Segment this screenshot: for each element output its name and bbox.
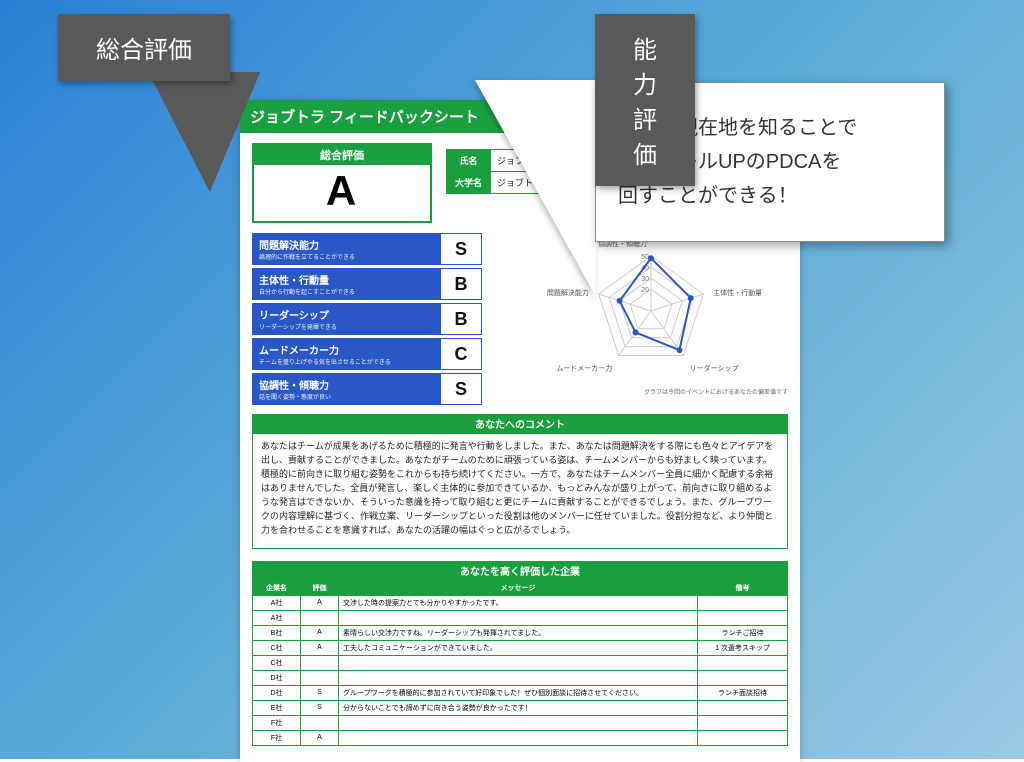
- table-row: A社: [253, 610, 788, 625]
- ability-left: 主体性・行動量自分から行動を起こすことができる: [253, 269, 441, 299]
- cell-msg: [339, 730, 698, 745]
- cell-grade: [301, 715, 339, 730]
- cell-grade: A: [301, 595, 339, 610]
- radar-footnote: グラフは今回のイベントにおけるあなたの偏差値です: [494, 387, 788, 396]
- cell-company: F社: [253, 730, 301, 745]
- table-row: F社A: [253, 730, 788, 745]
- callout-overall: 総合評価: [58, 14, 230, 81]
- ability-title: 問題解決能力: [259, 237, 435, 252]
- ability-desc: 論理的に作戦を立てることができる: [259, 252, 435, 261]
- comment-section: あなたへのコメント あなたはチームが成果をあげるために積極的に発言や行動をしまし…: [252, 414, 788, 549]
- ability-item: リーダーシップリーダーシップを発揮できるB: [252, 303, 482, 335]
- cell-note: [698, 730, 788, 745]
- ability-title: 協調性・傾聴力: [259, 377, 435, 392]
- svg-text:50: 50: [641, 254, 649, 261]
- cell-note: ランチご招待: [698, 625, 788, 640]
- cell-grade: A: [301, 730, 339, 745]
- company-eval-table: 企業名 評価 メッセージ 備考 A社A交渉した時の提案力とても分かりやすかったで…: [252, 580, 788, 746]
- svg-text:主体性・行動量: 主体性・行動量: [713, 288, 761, 297]
- cell-msg: 素晴らしい交渉力ですね。リーダーシップも発揮されてました。: [339, 625, 698, 640]
- cell-note: [698, 610, 788, 625]
- cell-note: [698, 700, 788, 715]
- comment-title: あなたへのコメント: [252, 414, 788, 433]
- cell-company: B社: [253, 625, 301, 640]
- comment-body: あなたはチームが成果をあげるために積極的に発言や行動をしました。また、あなたは問…: [252, 433, 788, 549]
- cell-note: ランチ面談招待: [698, 685, 788, 700]
- table-row: C社: [253, 655, 788, 670]
- company-eval-title: あなたを高く評価した企業: [252, 561, 788, 580]
- cell-msg: [339, 610, 698, 625]
- ability-desc: 話を聞く姿勢・態度が良い: [259, 392, 435, 401]
- ability-item: 協調性・傾聴力話を聞く姿勢・態度が良いS: [252, 373, 482, 405]
- col-msg: メッセージ: [339, 580, 698, 595]
- cell-msg: 工夫したコミュニケーションができていました。: [339, 640, 698, 655]
- table-row: C社A工夫したコミュニケーションができていました。1 次選考スキップ: [253, 640, 788, 655]
- ability-left: リーダーシップリーダーシップを発揮できる: [253, 304, 441, 334]
- cell-grade: A: [301, 625, 339, 640]
- cell-msg: 交渉した時の提案力とても分かりやすかったです。: [339, 595, 698, 610]
- cell-grade: A: [301, 640, 339, 655]
- ability-desc: チームを盛り上げやる気を出させることができる: [259, 357, 435, 366]
- cell-company: D社: [253, 670, 301, 685]
- cell-company: C社: [253, 655, 301, 670]
- ability-desc: リーダーシップを発揮できる: [259, 322, 435, 331]
- cell-company: C社: [253, 640, 301, 655]
- callout-ability: 能力評価: [595, 14, 695, 186]
- company-eval-section: あなたを高く評価した企業 企業名 評価 メッセージ 備考 A社A交渉した時の提案…: [252, 561, 788, 746]
- ability-left: 問題解決能力論理的に作戦を立てることができる: [253, 234, 441, 264]
- cell-company: E社: [253, 700, 301, 715]
- table-row: D社: [253, 670, 788, 685]
- cell-company: F社: [253, 715, 301, 730]
- cell-note: 1 次選考スキップ: [698, 640, 788, 655]
- ability-title: ムードメーカー力: [259, 342, 435, 357]
- ability-left: ムードメーカー力チームを盛り上げやる気を出させることができる: [253, 339, 441, 369]
- cell-msg: グループワークを積極的に参加されていて好印象でした！ぜひ個別面談に招待させてくだ…: [339, 685, 698, 700]
- ability-item: 主体性・行動量自分から行動を起こすことができるB: [252, 268, 482, 300]
- cell-msg: [339, 670, 698, 685]
- cell-grade: [301, 670, 339, 685]
- ability-grade: C: [441, 339, 481, 369]
- cell-note: [698, 715, 788, 730]
- cell-note: [698, 595, 788, 610]
- ability-item: 問題解決能力論理的に作戦を立てることができるS: [252, 233, 482, 265]
- cell-grade: S: [301, 685, 339, 700]
- cell-company: A社: [253, 610, 301, 625]
- svg-text:30: 30: [641, 276, 649, 283]
- col-grade: 評価: [301, 580, 339, 595]
- col-company: 企業名: [253, 580, 301, 595]
- svg-text:ムードメーカー力: ムードメーカー力: [556, 364, 612, 373]
- cell-note: [698, 670, 788, 685]
- cell-grade: [301, 610, 339, 625]
- table-row: D社Sグループワークを積極的に参加されていて好印象でした！ぜひ個別面談に招待させ…: [253, 685, 788, 700]
- callout-pointer-2: [475, 80, 601, 295]
- ability-left: 協調性・傾聴力話を聞く姿勢・態度が良い: [253, 374, 441, 404]
- table-row: E社S分からないことでも諦めずに向き合う姿勢が良かったです！: [253, 700, 788, 715]
- cell-grade: S: [301, 700, 339, 715]
- ability-title: リーダーシップ: [259, 307, 435, 322]
- table-row: B社A素晴らしい交渉力ですね。リーダーシップも発揮されてました。ランチご招待: [253, 625, 788, 640]
- col-note: 備考: [698, 580, 788, 595]
- cell-msg: [339, 655, 698, 670]
- cell-company: A社: [253, 595, 301, 610]
- table-row: A社A交渉した時の提案力とても分かりやすかったです。: [253, 595, 788, 610]
- ability-list: 問題解決能力論理的に作戦を立てることができるS主体性・行動量自分から行動を起こす…: [252, 233, 482, 408]
- cell-msg: [339, 715, 698, 730]
- svg-text:リーダーシップ: リーダーシップ: [690, 364, 739, 373]
- ability-item: ムードメーカー力チームを盛り上げやる気を出させることができるC: [252, 338, 482, 370]
- svg-text:20: 20: [641, 287, 649, 294]
- cell-company: D社: [253, 685, 301, 700]
- table-row: F社: [253, 715, 788, 730]
- ability-desc: 自分から行動を起こすことができる: [259, 287, 435, 296]
- cell-note: [698, 655, 788, 670]
- ability-grade: S: [441, 374, 481, 404]
- cell-grade: [301, 655, 339, 670]
- ability-title: 主体性・行動量: [259, 272, 435, 287]
- cell-msg: 分からないことでも諦めずに向き合う姿勢が良かったです！: [339, 700, 698, 715]
- ability-grade: B: [441, 304, 481, 334]
